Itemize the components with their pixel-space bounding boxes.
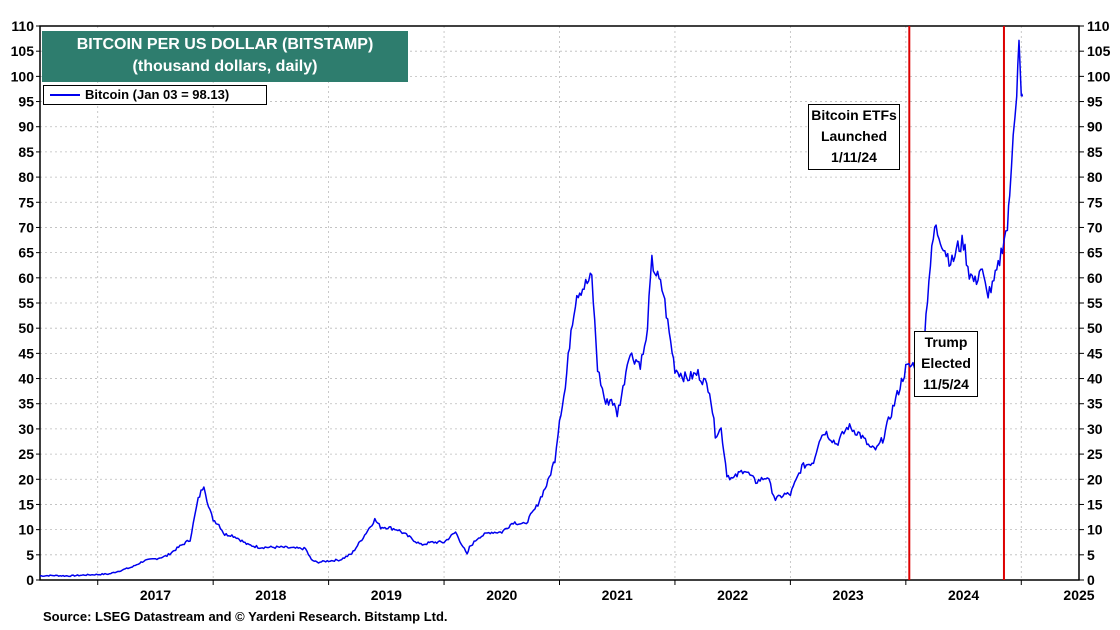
y-tick-label-right: 65 bbox=[1087, 245, 1103, 261]
annotation-etf-line-1: Bitcoin ETFs bbox=[811, 107, 897, 123]
legend-swatch bbox=[50, 94, 80, 96]
y-tick-label-left: 95 bbox=[18, 94, 34, 110]
y-tick-label-left: 65 bbox=[18, 245, 34, 261]
y-tick-label-right: 95 bbox=[1087, 94, 1103, 110]
y-tick-label-right: 30 bbox=[1087, 421, 1103, 437]
annotation-etf-line-3: 1/11/24 bbox=[831, 149, 877, 165]
y-tick-label-right: 90 bbox=[1087, 119, 1103, 135]
legend-label: Bitcoin (Jan 03 = 98.13) bbox=[85, 87, 230, 102]
x-tick-label: 2021 bbox=[602, 587, 633, 603]
y-tick-label-right: 80 bbox=[1087, 169, 1103, 185]
y-tick-label-left: 5 bbox=[26, 547, 34, 563]
x-tick-label: 2024 bbox=[948, 587, 979, 603]
y-tick-label-right: 10 bbox=[1087, 522, 1103, 538]
y-tick-label-left: 30 bbox=[18, 421, 34, 437]
x-tick-label: 2019 bbox=[371, 587, 402, 603]
y-axis-right: 0 5 10 15 20 25 30 35 40 45 50 55 60 65 70 75 80 85 90 95 10… bbox=[1079, 18, 1111, 588]
y-tick-label-right: 35 bbox=[1087, 396, 1103, 412]
y-tick-label-right: 55 bbox=[1087, 295, 1103, 311]
x-axis: 2017 2018 2019 2020 2021 2022 2023 2024 2025 bbox=[97, 580, 1095, 603]
chart-title: BITCOIN PER US DOLLAR (BITSTAMP) bbox=[76, 36, 374, 53]
y-tick-label-right: 25 bbox=[1087, 446, 1103, 462]
y-tick-label-right: 45 bbox=[1087, 345, 1103, 361]
y-tick-label-left: 25 bbox=[18, 446, 34, 462]
y-tick-label-left: 80 bbox=[18, 169, 34, 185]
y-tick-label-right: 5 bbox=[1087, 547, 1095, 563]
y-tick-label-left: 110 bbox=[11, 18, 34, 34]
x-tick-label: 2025 bbox=[1063, 587, 1094, 603]
y-tick-label-left: 0 bbox=[26, 572, 34, 588]
annotation-trump: Trump Elected 11/5/24 bbox=[914, 331, 978, 397]
y-tick-label-right: 0 bbox=[1087, 572, 1095, 588]
y-axis-left: 0 5 10 15 20 25 30 35 40 45 50 55 60 65 70 75 80 85 90 95 10… bbox=[11, 18, 40, 588]
y-tick-label-right: 110 bbox=[1087, 18, 1110, 34]
y-tick-label-left: 40 bbox=[18, 371, 34, 387]
y-tick-label-left: 35 bbox=[18, 396, 34, 412]
x-tick-label: 2020 bbox=[486, 587, 517, 603]
source-note: Source: LSEG Datastream and © Yardeni Re… bbox=[43, 609, 448, 624]
chart-subtitle: (thousand dollars, daily) bbox=[132, 58, 318, 75]
y-tick-label-left: 15 bbox=[18, 496, 34, 512]
y-tick-label-left: 55 bbox=[18, 295, 34, 311]
y-tick-label-left: 45 bbox=[18, 345, 34, 361]
legend: Bitcoin (Jan 03 = 98.13) bbox=[43, 85, 267, 105]
y-tick-label-right: 40 bbox=[1087, 371, 1103, 387]
y-tick-label-left: 70 bbox=[18, 219, 34, 235]
y-tick-label-right: 50 bbox=[1087, 320, 1103, 336]
annotation-etf: Bitcoin ETFs Launched 1/11/24 bbox=[808, 104, 900, 170]
y-tick-label-left: 10 bbox=[18, 522, 34, 538]
y-tick-label-right: 85 bbox=[1087, 144, 1103, 160]
x-tick-label: 2018 bbox=[255, 587, 286, 603]
event-lines bbox=[908, 26, 1005, 580]
y-tick-label-right: 15 bbox=[1087, 496, 1103, 512]
y-tick-label-left: 105 bbox=[11, 43, 35, 59]
y-tick-label-left: 100 bbox=[11, 68, 35, 84]
x-tick-label: 2023 bbox=[833, 587, 864, 603]
y-tick-label-left: 90 bbox=[18, 119, 34, 135]
annotation-trump-line-1: Trump bbox=[924, 334, 968, 350]
chart-title-box: BITCOIN PER US DOLLAR (BITSTAMP) (thousa… bbox=[42, 31, 408, 82]
gridlines bbox=[40, 26, 1079, 580]
y-tick-label-right: 105 bbox=[1087, 43, 1111, 59]
y-tick-label-right: 60 bbox=[1087, 270, 1103, 286]
bitcoin-series-line bbox=[39, 39, 1024, 578]
y-tick-label-left: 20 bbox=[18, 471, 34, 487]
x-tick-label: 2022 bbox=[717, 587, 748, 603]
x-tick-label: 2017 bbox=[140, 587, 171, 603]
annotation-trump-line-3: 11/5/24 bbox=[923, 376, 969, 392]
y-tick-label-right: 70 bbox=[1087, 219, 1103, 235]
annotation-etf-line-2: Launched bbox=[820, 128, 888, 144]
y-tick-label-right: 20 bbox=[1087, 471, 1103, 487]
y-tick-label-left: 75 bbox=[18, 194, 34, 210]
y-tick-label-right: 100 bbox=[1087, 68, 1111, 84]
y-tick-label-left: 60 bbox=[18, 270, 34, 286]
y-tick-label-right: 75 bbox=[1087, 194, 1103, 210]
y-tick-label-left: 50 bbox=[18, 320, 34, 336]
annotation-trump-line-2: Elected bbox=[921, 355, 971, 371]
y-tick-label-left: 85 bbox=[18, 144, 34, 160]
